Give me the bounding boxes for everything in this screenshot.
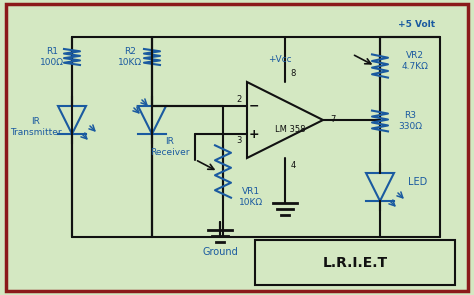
Text: 2: 2 [237,95,242,104]
FancyBboxPatch shape [6,4,468,291]
Text: VR2
4.7KΩ: VR2 4.7KΩ [401,51,428,71]
Text: Ground: Ground [202,247,238,257]
Text: IR
Transmitter: IR Transmitter [10,117,62,137]
Text: 7: 7 [330,116,336,124]
Text: R2
10KΩ: R2 10KΩ [118,47,142,67]
FancyBboxPatch shape [255,240,455,285]
Text: LM 358: LM 358 [275,125,305,135]
Text: +Vcc: +Vcc [268,55,292,64]
Text: −: − [249,99,259,112]
Text: 3: 3 [237,136,242,145]
Text: VR1
10KΩ: VR1 10KΩ [239,187,263,207]
Text: IR
Receiver: IR Receiver [150,137,190,157]
Text: L.R.I.E.T: L.R.I.E.T [322,256,388,270]
Text: 4: 4 [291,161,296,171]
Text: +: + [249,128,259,141]
Text: +5 Volt: +5 Volt [398,20,435,29]
Text: R3
330Ω: R3 330Ω [398,111,422,131]
Text: R1
100Ω: R1 100Ω [40,47,64,67]
Text: LED: LED [408,177,427,187]
Text: 8: 8 [290,70,296,78]
